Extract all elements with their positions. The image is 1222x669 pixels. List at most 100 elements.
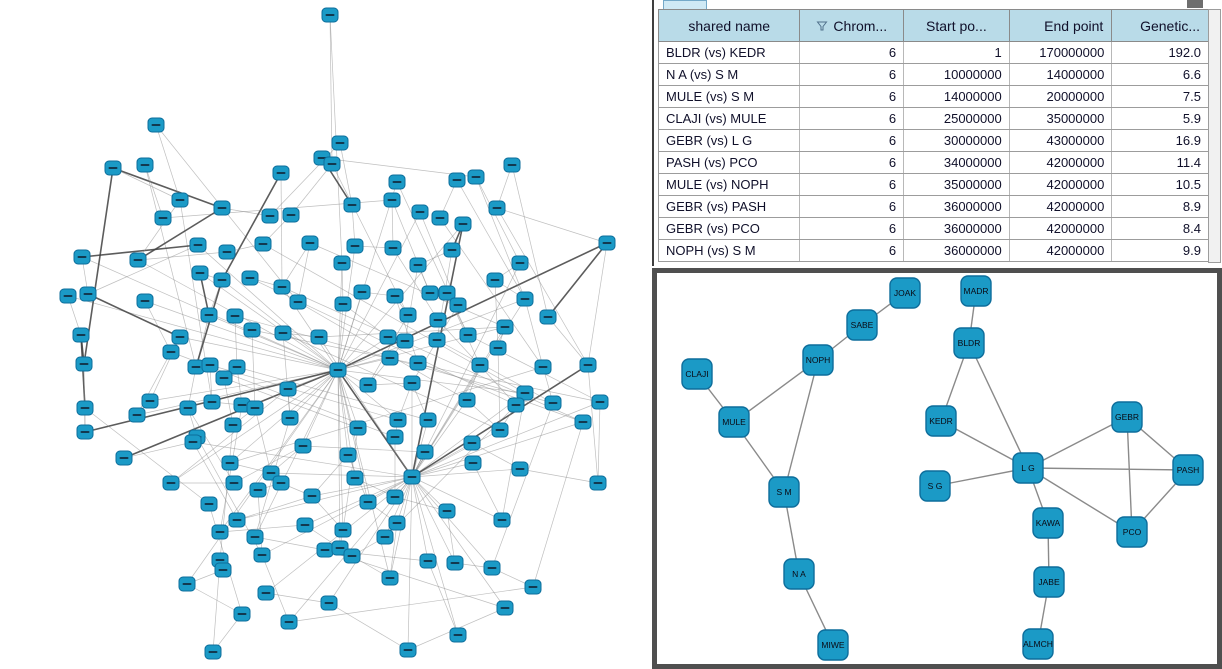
network-node[interactable]: [598, 235, 616, 251]
network-node[interactable]: [496, 319, 514, 335]
network-node[interactable]: [246, 529, 264, 545]
network-edge[interactable]: [411, 476, 429, 562]
network-edge[interactable]: [519, 468, 599, 484]
network-node[interactable]: [294, 438, 312, 454]
network-node[interactable]: [257, 585, 275, 601]
table-row[interactable]: GEBR (vs) L G 6 30000000 43000000 16.9: [658, 130, 1209, 152]
network-node[interactable]: [246, 400, 264, 416]
network-node[interactable]: [483, 560, 501, 576]
network-edge[interactable]: [304, 476, 413, 526]
network-node[interactable]: [403, 469, 421, 485]
network-node[interactable]: [454, 216, 472, 232]
network-node[interactable]: [467, 169, 485, 185]
network-node[interactable]: [449, 297, 467, 313]
network-edge[interactable]: [587, 242, 608, 366]
table-row[interactable]: PASH (vs) PCO 6 34000000 42000000 11.4: [658, 152, 1209, 174]
network-edge[interactable]: [281, 286, 584, 423]
network-node[interactable]: [446, 555, 464, 571]
network-edge[interactable]: [290, 163, 333, 216]
network-node[interactable]: [233, 397, 251, 413]
table-cell[interactable]: 34000000: [904, 152, 1010, 173]
network-edge[interactable]: [282, 332, 501, 431]
network-edge[interactable]: [394, 295, 419, 364]
table-cell[interactable]: 6: [800, 130, 905, 151]
network-edge[interactable]: [236, 495, 313, 521]
network-edge[interactable]: [411, 468, 521, 478]
table-cell[interactable]: BLDR (vs) KEDR: [659, 42, 801, 63]
network-edge[interactable]: [233, 445, 304, 484]
table-cell[interactable]: 7.5: [1182, 89, 1201, 104]
network-edge[interactable]: [411, 262, 521, 478]
network-node[interactable]: [272, 475, 290, 491]
table-cell[interactable]: 10.5: [1175, 177, 1201, 192]
network-node[interactable]: [301, 235, 319, 251]
network-node[interactable]: [471, 357, 489, 373]
network-node[interactable]: [334, 296, 352, 312]
network-node[interactable]: [200, 307, 218, 323]
network-node[interactable]: [226, 308, 244, 324]
network-node[interactable]: [486, 272, 504, 288]
network-edge[interactable]: [337, 303, 344, 371]
network-node-bldr[interactable]: BLDR: [953, 327, 985, 359]
network-node[interactable]: [228, 359, 246, 375]
network-node[interactable]: [204, 644, 222, 660]
network-node[interactable]: [241, 270, 259, 286]
table-cell[interactable]: 36000000: [904, 196, 1010, 217]
table-cell[interactable]: CLAJI (vs) MULE: [659, 108, 801, 129]
network-edge[interactable]: [219, 524, 306, 533]
network-node[interactable]: [386, 288, 404, 304]
network-node[interactable]: [191, 265, 209, 281]
network-node[interactable]: [579, 357, 597, 373]
column-header-sharedname[interactable]: shared name: [659, 10, 801, 41]
network-node[interactable]: [359, 377, 377, 393]
network-edge[interactable]: [87, 293, 181, 338]
network-node[interactable]: [279, 381, 297, 397]
network-edge[interactable]: [501, 392, 526, 521]
table-cell[interactable]: 36000000: [904, 218, 1010, 239]
network-edge[interactable]: [229, 366, 544, 464]
network-node[interactable]: [493, 512, 511, 528]
network-node[interactable]: [539, 309, 557, 325]
network-node[interactable]: [346, 470, 364, 486]
network-edge[interactable]: [968, 342, 1029, 469]
network-node[interactable]: [438, 285, 456, 301]
table-cell[interactable]: 42000000: [1010, 196, 1113, 217]
network-node-noph[interactable]: NOPH: [802, 344, 834, 376]
network-edge[interactable]: [337, 369, 349, 456]
network-node-kawa[interactable]: KAWA: [1032, 507, 1064, 539]
network-edge[interactable]: [337, 369, 413, 478]
network-edge[interactable]: [427, 560, 459, 636]
table-cell[interactable]: 35000000: [1010, 108, 1113, 129]
network-edge[interactable]: [496, 207, 608, 244]
table-cell[interactable]: GEBR (vs) PCO: [659, 218, 801, 239]
network-edge[interactable]: [494, 279, 499, 349]
network-node[interactable]: [448, 172, 466, 188]
network-edge[interactable]: [1027, 467, 1133, 533]
network-node[interactable]: [136, 157, 154, 173]
column-header-endpoint[interactable]: End point: [1010, 10, 1113, 41]
network-edge[interactable]: [367, 314, 409, 386]
network-node[interactable]: [353, 284, 371, 300]
network-node[interactable]: [59, 288, 77, 304]
network-node[interactable]: [339, 447, 357, 463]
network-edge[interactable]: [289, 369, 339, 419]
network-node[interactable]: [379, 329, 397, 345]
network-edge[interactable]: [297, 242, 311, 303]
network-node[interactable]: [200, 496, 218, 512]
network-node[interactable]: [147, 117, 165, 133]
network-edge[interactable]: [389, 522, 398, 579]
network-node[interactable]: [218, 244, 236, 260]
table-cell[interactable]: MULE (vs) S M: [659, 86, 801, 107]
network-node[interactable]: [104, 160, 122, 176]
network-edge[interactable]: [261, 476, 413, 556]
network-edge[interactable]: [221, 172, 282, 281]
network-node[interactable]: [213, 272, 231, 288]
network-edge[interactable]: [337, 369, 399, 421]
column-header-genetic[interactable]: Genetic...: [1112, 10, 1208, 41]
network-node[interactable]: [516, 291, 534, 307]
network-node[interactable]: [591, 394, 609, 410]
network-edge[interactable]: [223, 377, 359, 429]
network-edge[interactable]: [411, 476, 506, 609]
table-cell[interactable]: PASH (vs) PCO: [659, 152, 801, 173]
network-node[interactable]: [281, 410, 299, 426]
